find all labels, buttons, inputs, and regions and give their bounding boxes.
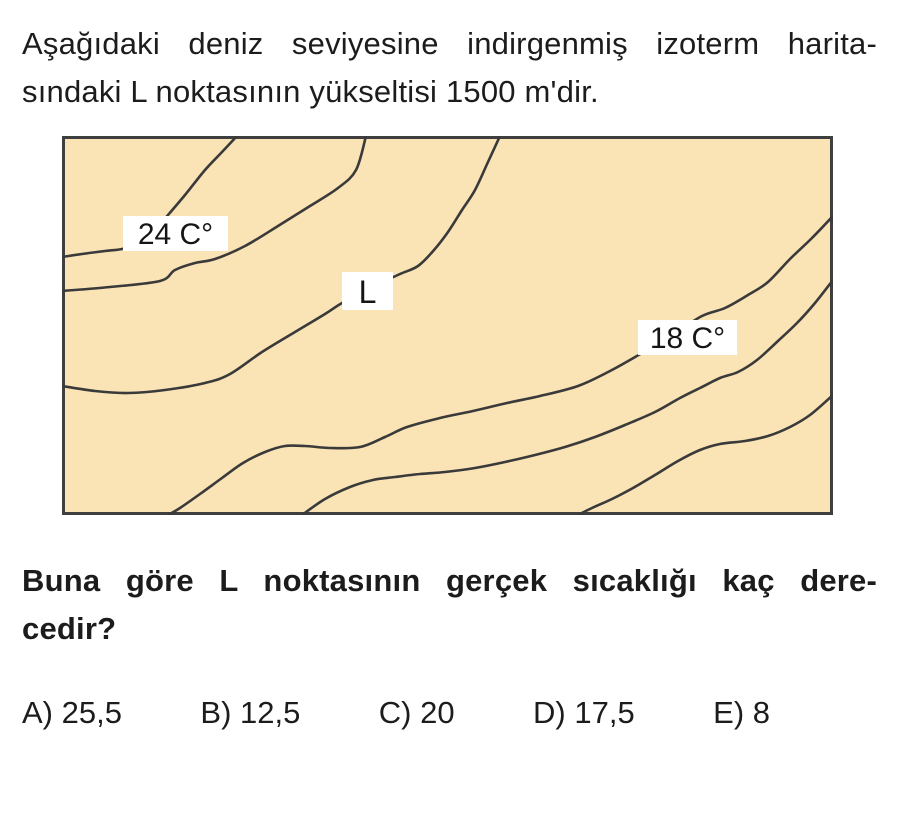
isotherm-lines	[62, 136, 833, 515]
label-18c-box	[638, 320, 737, 355]
question-page: Aşağıdaki deniz seviyesine indirgenmiş i…	[0, 20, 899, 731]
label-point-l-text: L	[359, 274, 377, 310]
question-prompt: Buna göre L noktasının gerçek sıcaklığı …	[22, 557, 877, 653]
isotherm-line-6	[576, 393, 833, 515]
label-point-l: L	[342, 272, 393, 310]
label-24c-box	[123, 216, 228, 251]
isotherm-map-svg: 24 C° L 18 C°	[62, 136, 833, 515]
isotherm-line-2	[62, 136, 368, 293]
label-18c-text: 18 C°	[650, 322, 725, 355]
question-intro-line-2: sındaki L noktasının yükseltisi 1500 m'd…	[22, 74, 599, 109]
question-prompt-line-1: Buna göre L noktasının gerçek sıcaklığı …	[22, 563, 877, 598]
option-e[interactable]: E) 8	[713, 695, 770, 730]
label-24c-text: 24 C°	[138, 218, 213, 251]
isotherm-line-5	[300, 278, 833, 515]
isotherm-18-line	[166, 214, 833, 515]
isotherm-map-figure: 24 C° L 18 C°	[62, 136, 833, 515]
answer-options: A) 25,5 B) 12,5 C) 20 D) 17,5 E) 8	[22, 695, 770, 731]
question-intro-line-1: Aşağıdaki deniz seviyesine indirgenmiş i…	[22, 26, 877, 61]
label-point-l-box	[342, 272, 393, 310]
question-prompt-line-2: cedir?	[22, 611, 117, 646]
option-a[interactable]: A) 25,5	[22, 695, 122, 730]
question-intro: Aşağıdaki deniz seviyesine indirgenmiş i…	[22, 20, 877, 116]
map-border	[62, 136, 833, 515]
option-b[interactable]: B) 12,5	[200, 695, 301, 730]
label-24c: 24 C°	[123, 216, 228, 251]
label-18c: 18 C°	[638, 320, 737, 355]
option-d[interactable]: D) 17,5	[533, 695, 635, 730]
option-c[interactable]: C) 20	[378, 695, 455, 730]
